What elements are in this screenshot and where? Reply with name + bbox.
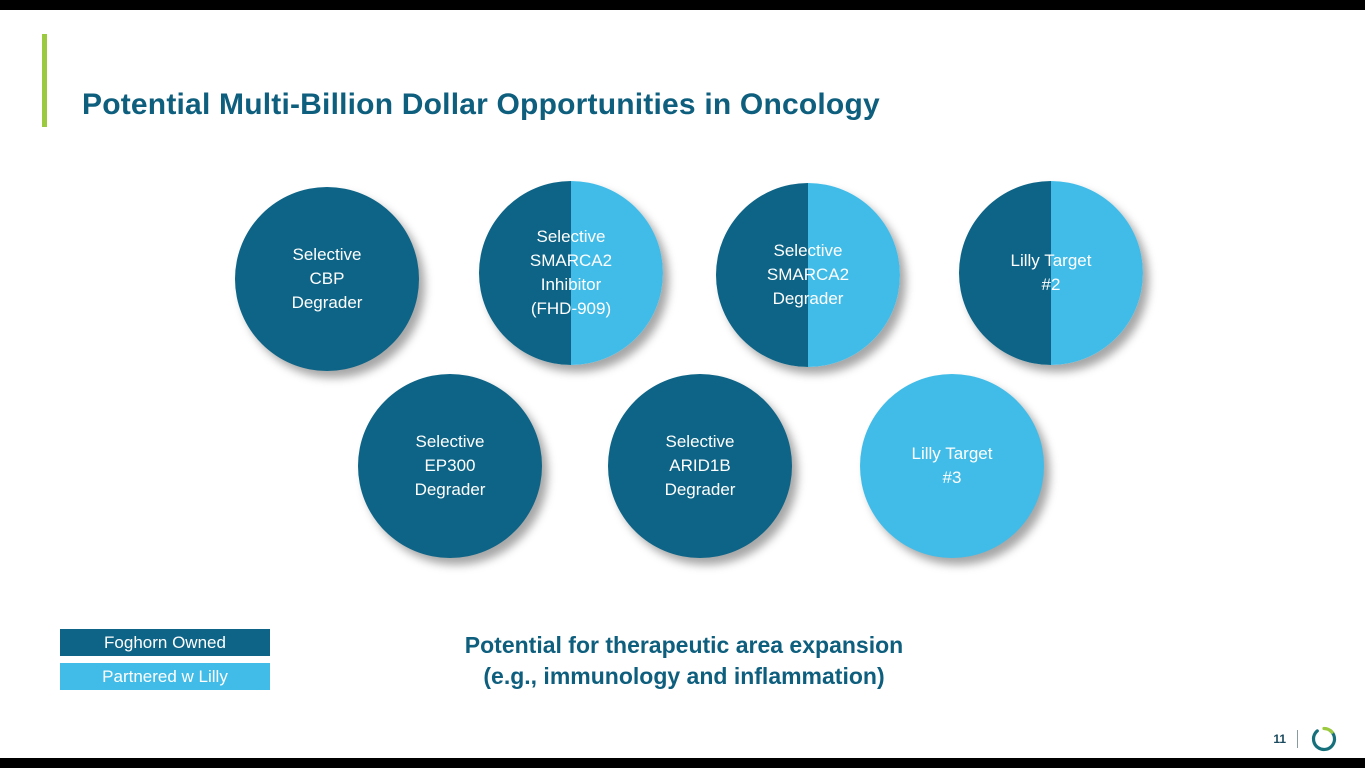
circle-label: Lilly Target #2 (1010, 251, 1092, 294)
circle-selective-smarca2-degrader: Selective SMARCA2 Degrader (716, 183, 900, 367)
circle-label: Selective SMARCA2 Inhibitor (FHD-909) (529, 227, 613, 318)
top-letterbox (0, 0, 1365, 10)
circle-label: Selective CBP Degrader (291, 245, 363, 312)
legend-label: Partnered w Lilly (102, 666, 228, 686)
legend-label: Foghorn Owned (104, 632, 226, 652)
circle-label: Selective SMARCA2 Degrader (766, 241, 850, 308)
circle-selective-ep300-degrader: Selective EP300 Degrader (358, 374, 542, 558)
circle-selective-smarca2-inhibitor: Selective SMARCA2 Inhibitor (FHD-909) (479, 181, 663, 365)
legend-item-partnered-w-lilly: Partnered w Lilly (60, 663, 270, 690)
foghorn-ring-logo-icon (1311, 726, 1337, 752)
circle-label: Selective ARID1B Degrader (664, 432, 736, 499)
title-accent-bar (42, 34, 47, 127)
therapeutic-expansion-note: Potential for therapeutic area expansion… (464, 632, 904, 690)
page-number: 11 (1273, 732, 1286, 746)
circle-lilly-target-2: Lilly Target #2 (959, 181, 1143, 365)
slide-title: Potential Multi-Billion Dollar Opportuni… (82, 88, 880, 122)
footer-divider (1297, 730, 1298, 748)
circle-lilly-target-3: Lilly Target #3 (860, 374, 1044, 558)
legend: Foghorn Owned Partnered w Lilly (60, 629, 270, 697)
circle-selective-arid1b-degrader: Selective ARID1B Degrader (608, 374, 792, 558)
legend-item-foghorn-owned: Foghorn Owned (60, 629, 270, 656)
slide-footer: 11 (1273, 724, 1339, 754)
bottom-letterbox (0, 758, 1365, 768)
circle-label: Lilly Target #3 (911, 444, 993, 487)
circle-label: Selective EP300 Degrader (414, 432, 486, 499)
circle-selective-cbp-degrader: Selective CBP Degrader (235, 187, 419, 371)
